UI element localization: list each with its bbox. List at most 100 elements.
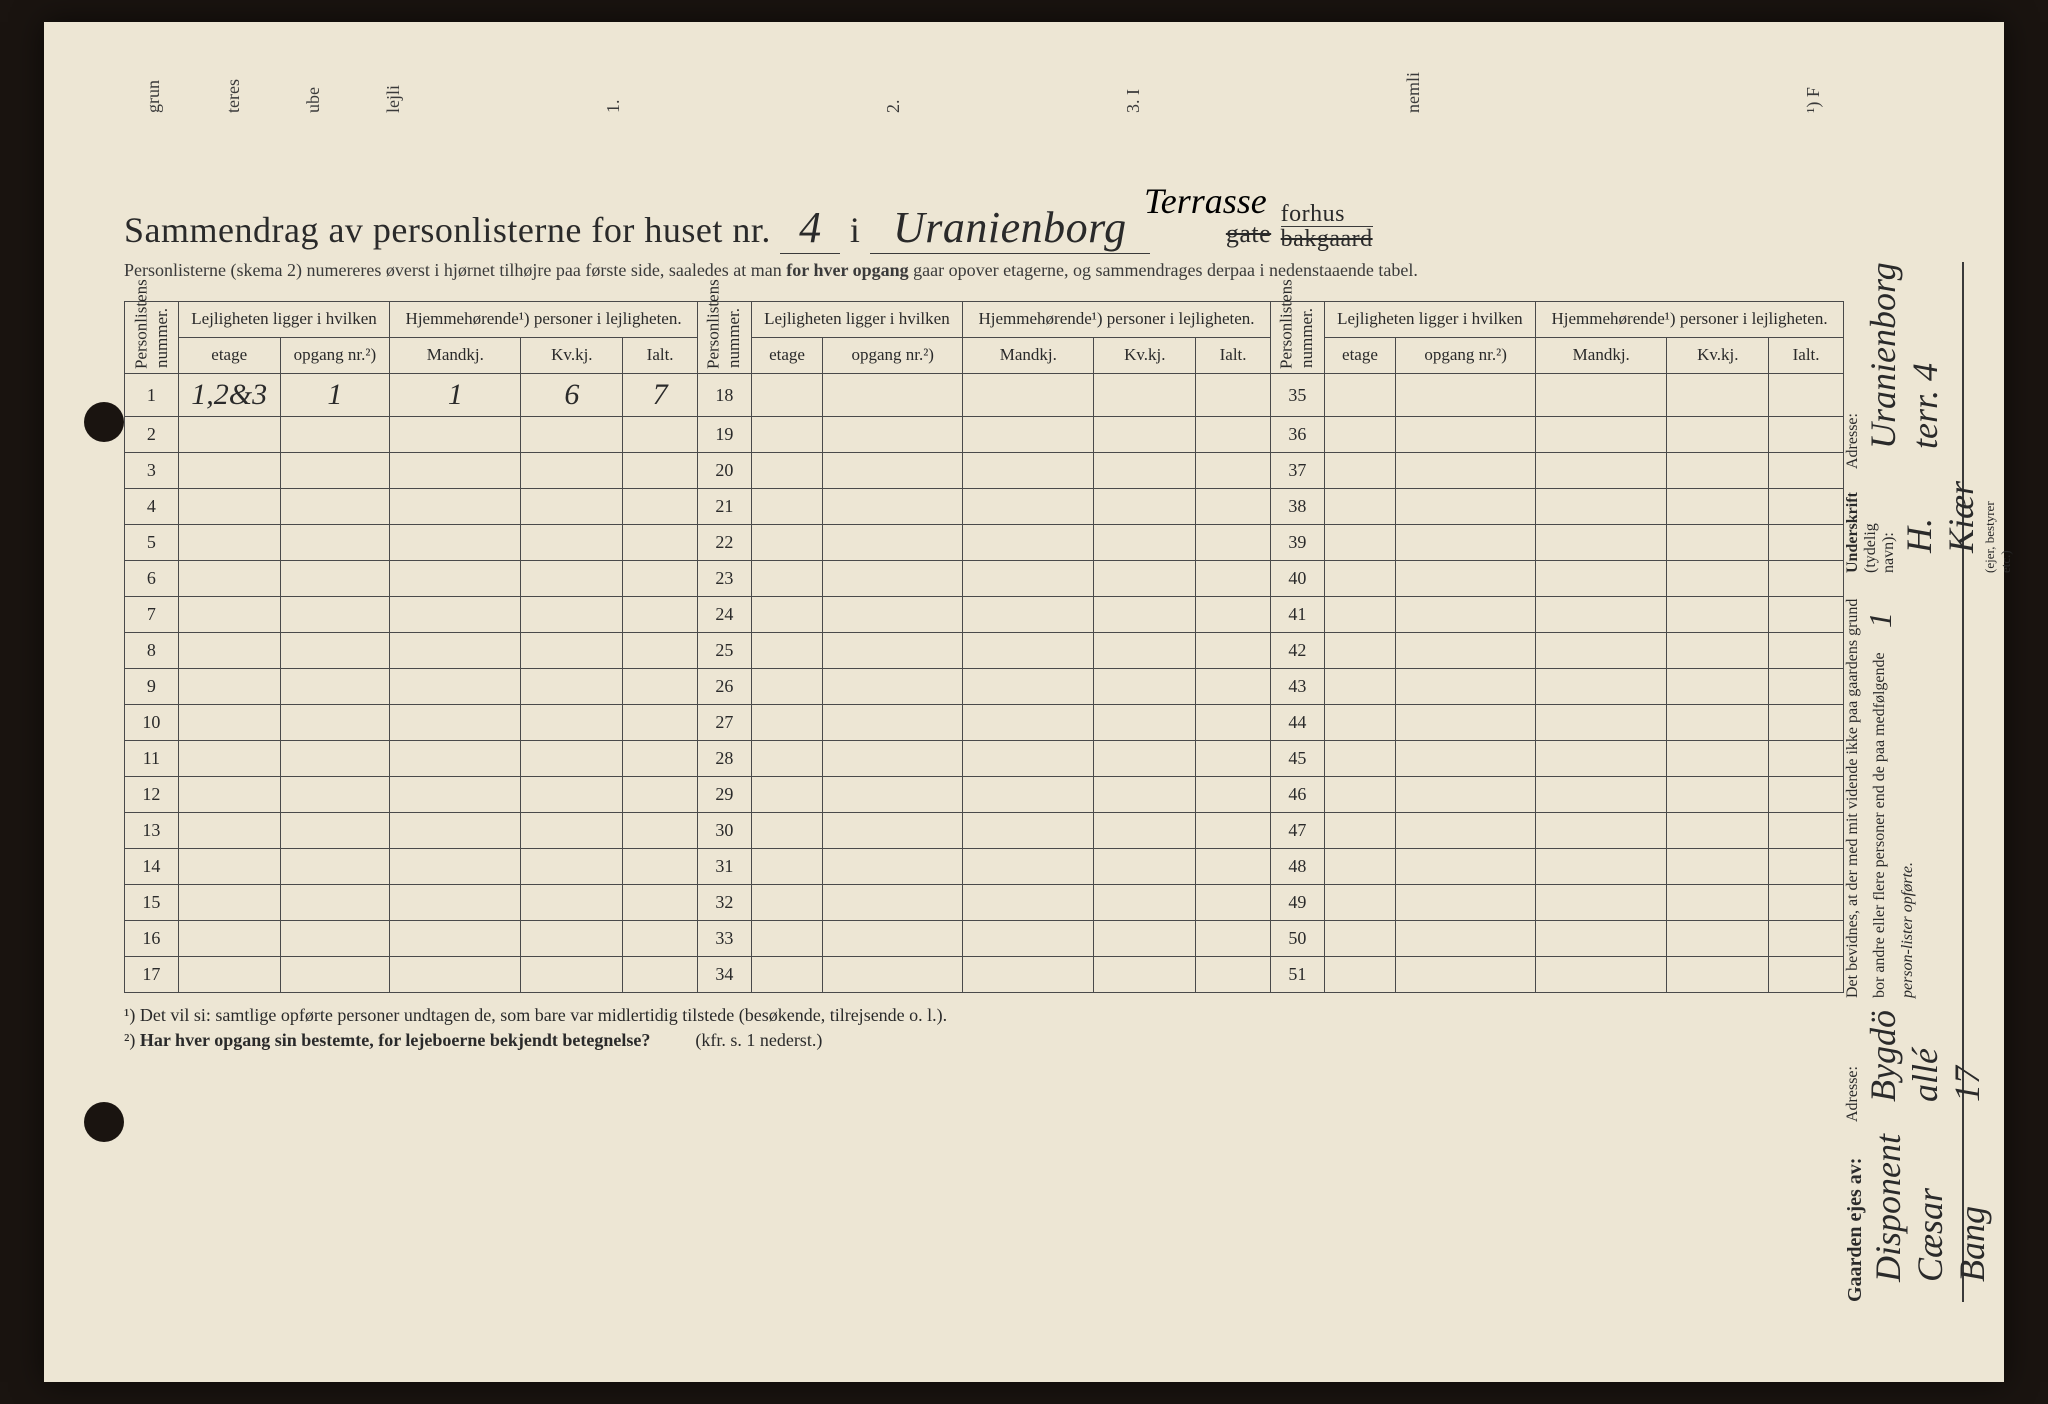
- cell: [1324, 374, 1396, 417]
- cell: [1667, 957, 1769, 993]
- fragment: nemli: [1403, 72, 1424, 113]
- cell: [751, 633, 823, 669]
- cell: [1094, 525, 1196, 561]
- col-ialt: Ialt.: [1769, 338, 1844, 374]
- cell: [1769, 489, 1844, 525]
- row-number: 18: [697, 374, 751, 417]
- cell: [963, 705, 1094, 741]
- row-number: 34: [697, 957, 751, 993]
- table-row: 143148: [125, 849, 1844, 885]
- cell: [623, 489, 698, 525]
- cell: [1324, 885, 1396, 921]
- cell: [280, 597, 390, 633]
- table-row: 62340: [125, 561, 1844, 597]
- row-number: 11: [125, 741, 179, 777]
- cell: [1769, 957, 1844, 993]
- cell: [521, 741, 623, 777]
- cell: [521, 561, 623, 597]
- cell-opgang: 1: [280, 374, 390, 417]
- cell: [521, 597, 623, 633]
- cell: [1324, 705, 1396, 741]
- cell: [751, 489, 823, 525]
- cell: [751, 705, 823, 741]
- punch-hole: [84, 1102, 124, 1142]
- cell: [1094, 453, 1196, 489]
- table-row: 173451: [125, 957, 1844, 993]
- cell: [521, 957, 623, 993]
- cell: [1094, 885, 1196, 921]
- cell: [1324, 741, 1396, 777]
- cell: [1094, 374, 1196, 417]
- cell: [623, 705, 698, 741]
- col-kvkj: Kv.kj.: [1667, 338, 1769, 374]
- cell: [521, 417, 623, 453]
- row-number: 33: [697, 921, 751, 957]
- cell: [963, 374, 1094, 417]
- street-name-hw: Uranienborg: [870, 202, 1150, 254]
- table-row: 122946: [125, 777, 1844, 813]
- table-row: 112845: [125, 741, 1844, 777]
- cell: [1196, 849, 1271, 885]
- cell: [1324, 957, 1396, 993]
- underskrift-label: Underskrift (tydelig navn):: [1844, 481, 1898, 573]
- row-number: 17: [125, 957, 179, 993]
- cell: [1536, 813, 1667, 849]
- cell: [623, 417, 698, 453]
- cell: [521, 705, 623, 741]
- cell: [823, 417, 963, 453]
- gate-strike: gate: [1226, 219, 1271, 248]
- row-number: 48: [1270, 849, 1324, 885]
- cell: [390, 489, 521, 525]
- cell: [751, 453, 823, 489]
- cell: [623, 633, 698, 669]
- table-row: 102744: [125, 705, 1844, 741]
- cell: [280, 849, 390, 885]
- cell: [280, 921, 390, 957]
- cell: [1667, 597, 1769, 633]
- cell: [1536, 489, 1667, 525]
- cell: [1324, 561, 1396, 597]
- cell: [1667, 417, 1769, 453]
- cell: [1667, 453, 1769, 489]
- fragment: 3. I: [1123, 89, 1144, 113]
- row-number: 15: [125, 885, 179, 921]
- cell: [1196, 417, 1271, 453]
- row-number: 36: [1270, 417, 1324, 453]
- cell: [1094, 633, 1196, 669]
- cell: [1396, 813, 1536, 849]
- cell: [1396, 741, 1536, 777]
- cell: [1196, 813, 1271, 849]
- table-row: 21936: [125, 417, 1844, 453]
- row-number: 6: [125, 561, 179, 597]
- cell: [963, 561, 1094, 597]
- cell: [1094, 561, 1196, 597]
- cell: [963, 489, 1094, 525]
- cell: [1667, 741, 1769, 777]
- cell: [1396, 849, 1536, 885]
- cell: [1536, 525, 1667, 561]
- cell: [623, 561, 698, 597]
- cell: [280, 885, 390, 921]
- cell: [1196, 777, 1271, 813]
- cell: [280, 525, 390, 561]
- cell: [751, 561, 823, 597]
- cell: [1324, 597, 1396, 633]
- cell: [1094, 669, 1196, 705]
- cell: [521, 921, 623, 957]
- cell: [178, 813, 280, 849]
- row-number: 39: [1270, 525, 1324, 561]
- cell: [623, 921, 698, 957]
- cell: [751, 921, 823, 957]
- cell: [963, 633, 1094, 669]
- cell: [1769, 813, 1844, 849]
- house-number-hw: 4: [780, 202, 840, 254]
- cell: [1667, 885, 1769, 921]
- col-etage: etage: [1324, 338, 1396, 374]
- row-number: 49: [1270, 885, 1324, 921]
- row-number: 14: [125, 849, 179, 885]
- cell: [1094, 777, 1196, 813]
- cell: [521, 777, 623, 813]
- row-number: 50: [1270, 921, 1324, 957]
- cell: [390, 525, 521, 561]
- cell-etage: 1,2&3: [178, 374, 280, 417]
